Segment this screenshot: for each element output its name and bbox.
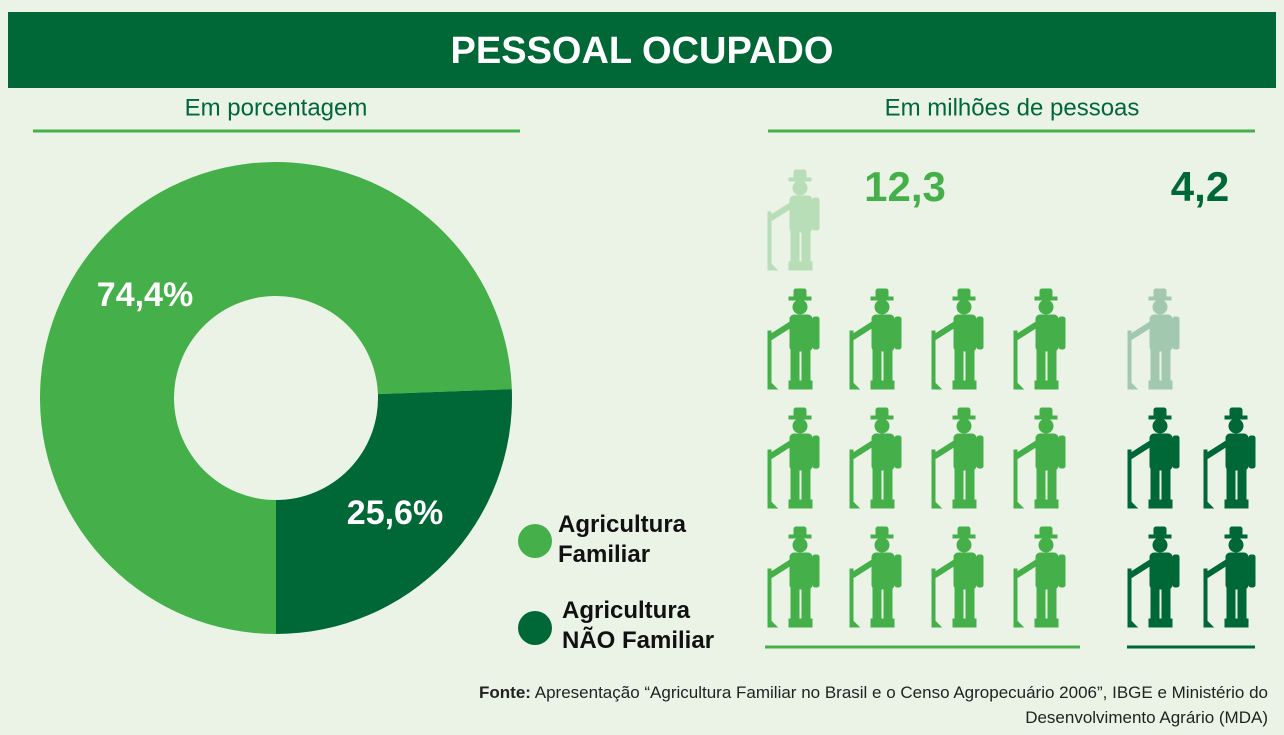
legend-label: Agricultura NÃO Familiar [562,597,715,654]
header-band [8,12,1276,88]
person-icon [768,289,819,389]
person-icon-faded [768,170,819,270]
person-icon [1204,527,1255,627]
person-icon [932,527,983,627]
person-icon [1204,408,1255,508]
data-label: 74,4% [97,276,193,314]
donut-segment [40,162,512,635]
data-label: 4,2 [1171,163,1229,210]
subtitle: Em porcentagem [185,94,368,121]
title: PESSOAL OCUPADO [451,30,834,72]
source: Fonte: Apresentação “Agricultura Familia… [438,680,1268,730]
person-icon [768,408,819,508]
subtitle: Em milhões de pessoas [885,94,1140,121]
source-label: Fonte: [479,683,531,702]
legend-swatch [518,611,552,645]
donut-segment [276,389,512,634]
source-text: Apresentação “Agricultura Familiar no Br… [534,683,1268,727]
person-icon [768,527,819,627]
person-icon [932,408,983,508]
person-icon-faded [1128,289,1179,389]
person-icon [850,408,901,508]
data-label: 12,3 [864,163,946,210]
person-icon [1014,408,1065,508]
person-icon [1128,527,1179,627]
data-label: 25,6% [347,494,443,532]
person-icon [850,289,901,389]
person-icon [1128,408,1179,508]
person-icon [850,527,901,627]
person-icon [932,289,983,389]
person-icon [1014,289,1065,389]
legend-label: Agricultura Familiar [558,511,687,568]
person-icon [1014,527,1065,627]
legend-swatch [518,524,552,558]
